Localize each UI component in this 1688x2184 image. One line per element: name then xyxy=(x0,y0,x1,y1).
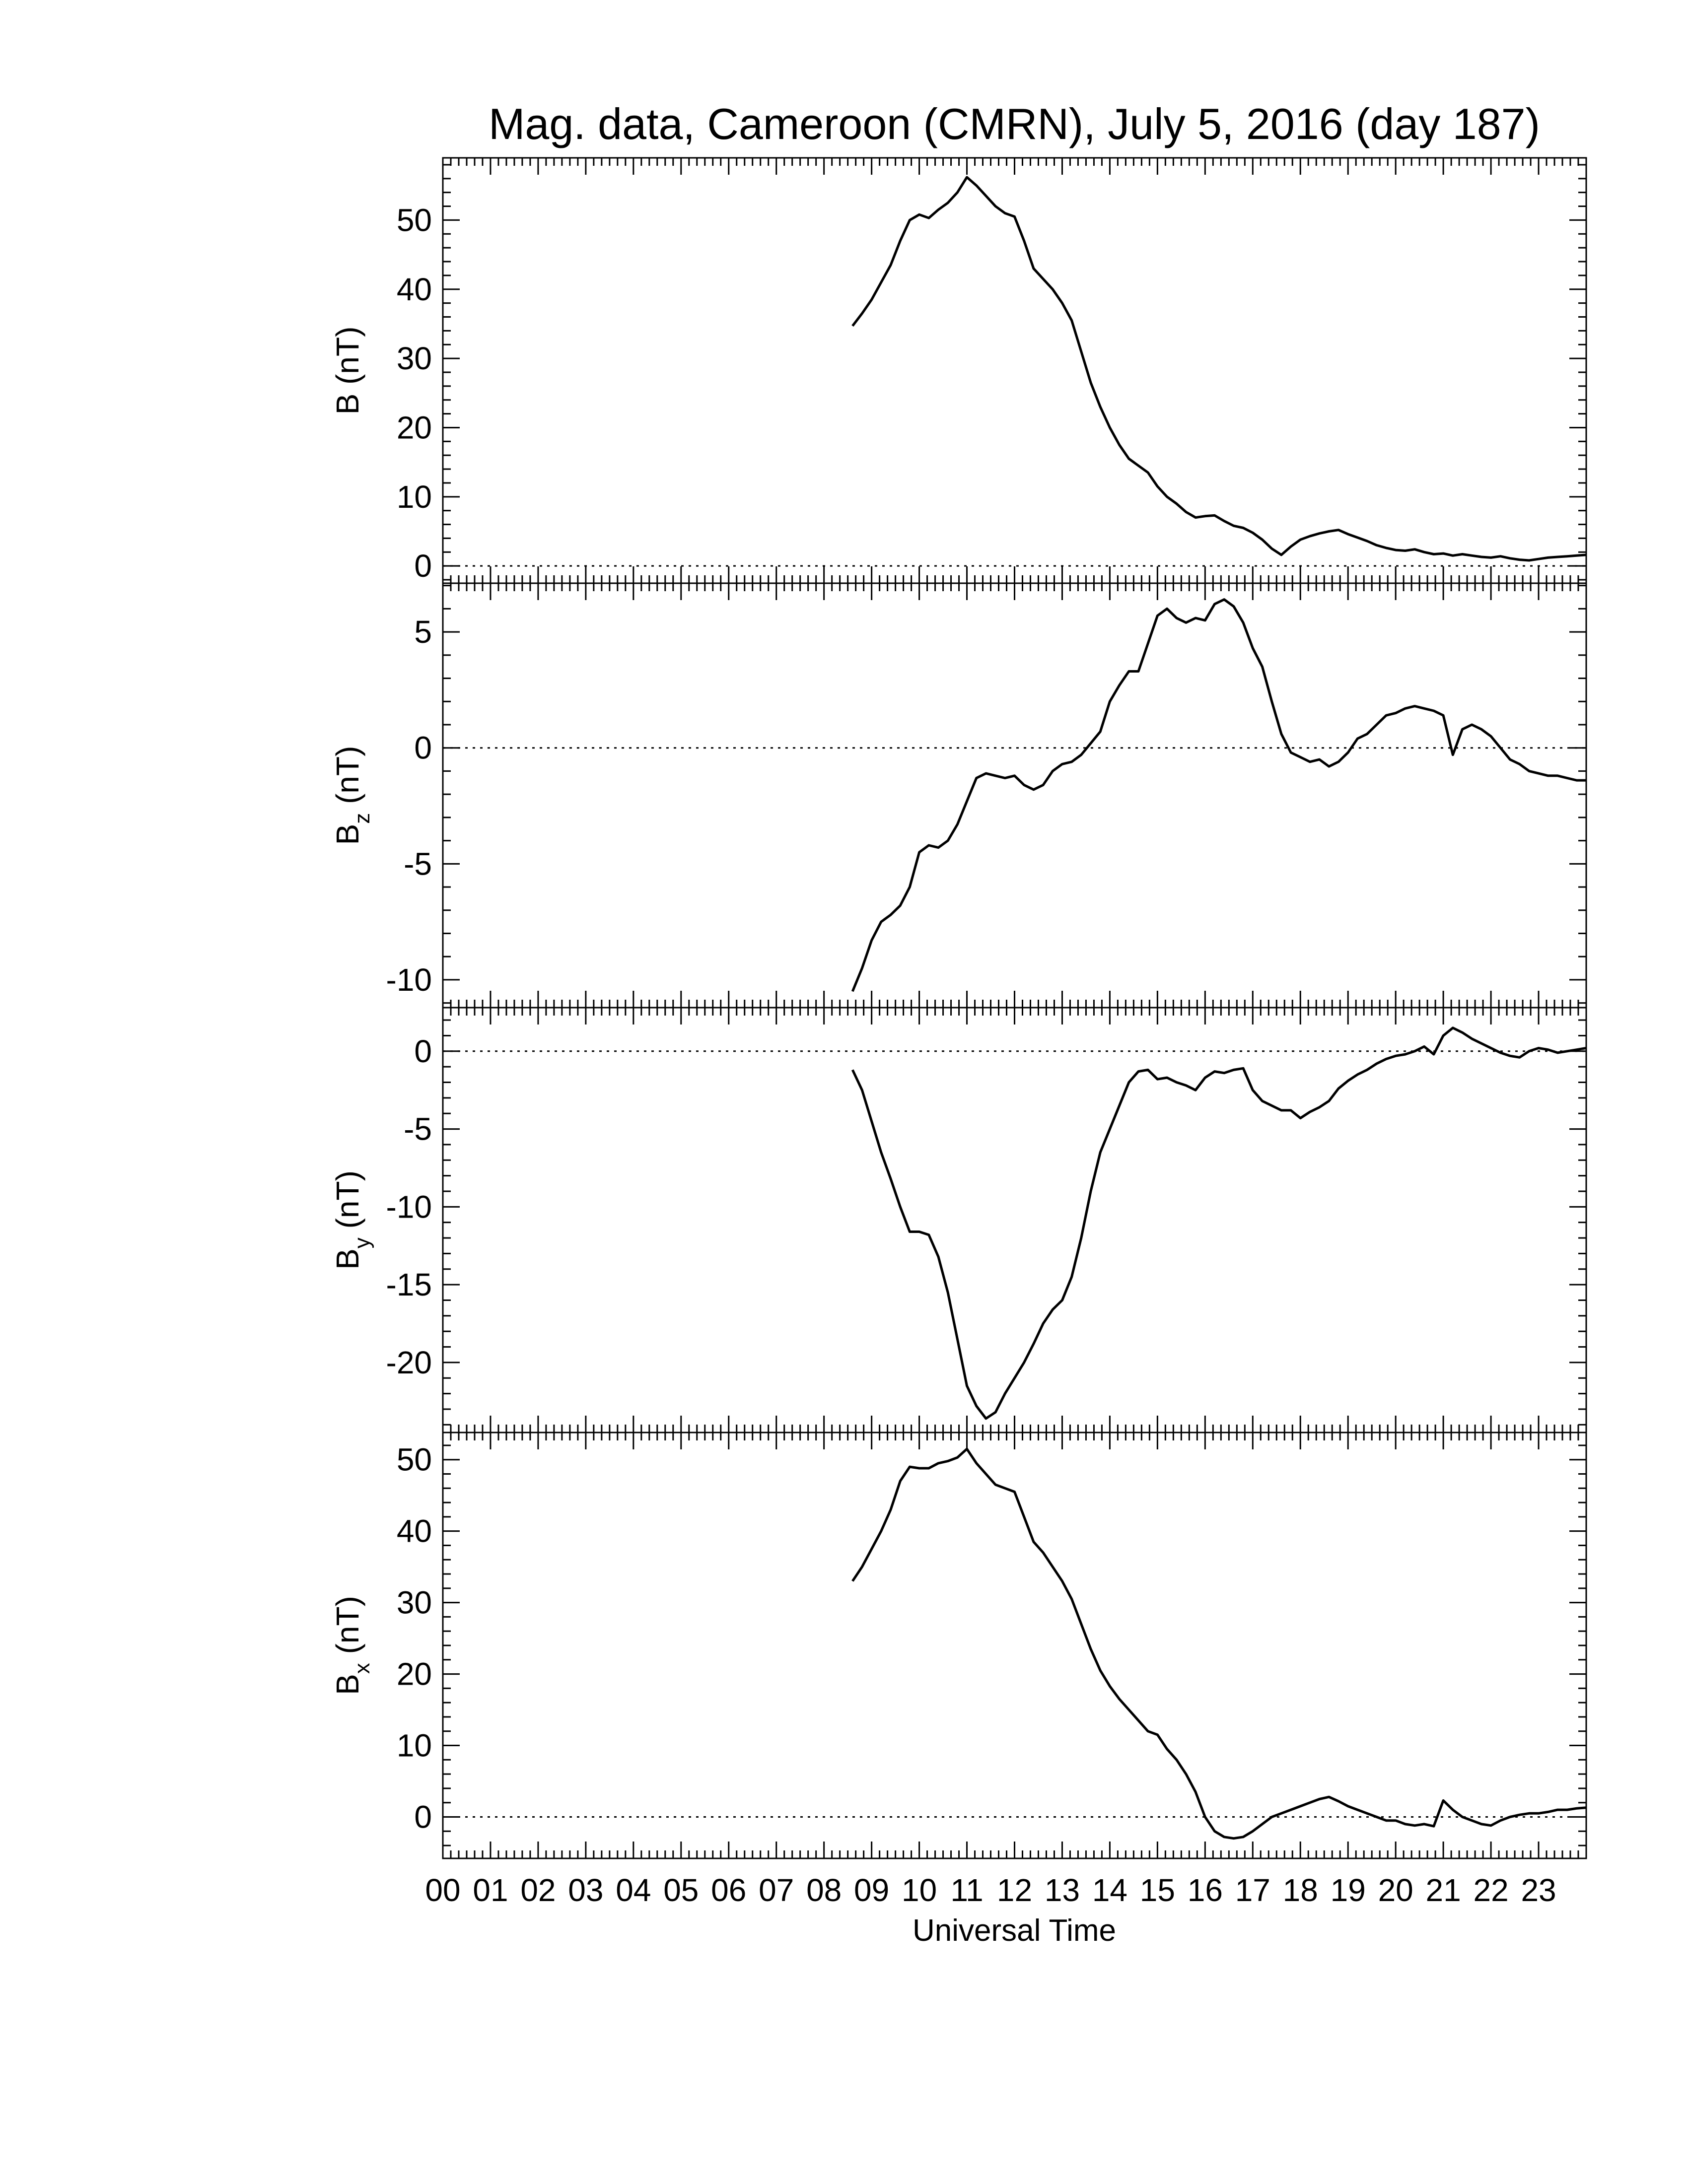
x-tick-label: 23 xyxy=(1521,1872,1556,1908)
y-tick-label: 40 xyxy=(397,1513,432,1549)
panel-3: 0 10 20 30 40 50 Bx (nT) xyxy=(330,1432,1587,1859)
x-tick-label: 04 xyxy=(616,1872,651,1908)
y-label-subscript: x xyxy=(350,1663,374,1674)
y-tick-label: 0 xyxy=(414,1033,432,1069)
series-line-0 xyxy=(851,1447,1587,1840)
x-tick-label: 11 xyxy=(950,1872,983,1908)
chart-title: Mag. data, Cameroon (CMRN), July 5, 2016… xyxy=(489,99,1540,148)
y-tick-label: 0 xyxy=(414,548,432,584)
panel-2: -20 -15 -10 -5 0 By (nT) xyxy=(330,1007,1587,1433)
y-tick-label: -20 xyxy=(386,1345,432,1380)
y-label-subscript: z xyxy=(350,813,374,824)
y-label-unit: (nT) xyxy=(330,1596,365,1663)
y-tick-label: 0 xyxy=(414,1799,432,1835)
y-tick-label: 10 xyxy=(397,479,432,515)
series-line-0 xyxy=(851,176,1587,562)
x-tick-label: 15 xyxy=(1140,1872,1175,1908)
y-tick-label: -10 xyxy=(386,962,432,998)
x-tick-label: 19 xyxy=(1331,1872,1366,1908)
x-tick-label: 16 xyxy=(1188,1872,1223,1908)
y-tick-label: -5 xyxy=(404,1111,432,1147)
x-tick-labels: 00 01 02 03 04 05 06 07 08 09 10 11 12 13 14 15 16 17 18 19… xyxy=(425,1872,1556,1908)
y-tick-label: 5 xyxy=(414,614,432,650)
x-tick-label: 07 xyxy=(759,1872,794,1908)
y-axis-label: B (nT) xyxy=(330,327,365,415)
x-tick-label: 20 xyxy=(1378,1872,1413,1908)
x-tick-label: 21 xyxy=(1426,1872,1461,1908)
y-label-symbol: B xyxy=(330,824,365,845)
y-tick-label: 20 xyxy=(397,410,432,445)
y-axis-label: By (nT) xyxy=(330,1170,374,1270)
y-label-symbol: B xyxy=(330,1674,365,1695)
panel-frame xyxy=(442,1432,1587,1859)
y-tick-label: -15 xyxy=(386,1267,432,1302)
panel-frame xyxy=(442,582,1587,1009)
y-label-subscript: y xyxy=(350,1237,374,1248)
x-tick-label: 22 xyxy=(1473,1872,1508,1908)
y-tick-label: -5 xyxy=(404,846,432,882)
y-tick-label: 30 xyxy=(397,1585,432,1621)
y-tick-label: 50 xyxy=(397,202,432,238)
series-line-0 xyxy=(851,1026,1587,1420)
y-label-unit: (nT) xyxy=(330,1170,365,1237)
y-axis-label: Bx (nT) xyxy=(330,1596,374,1695)
panel-frame xyxy=(442,157,1587,584)
x-tick-label: 03 xyxy=(568,1872,603,1908)
series-line-0 xyxy=(851,598,1586,992)
x-tick-label: 05 xyxy=(663,1872,699,1908)
x-tick-label: 01 xyxy=(473,1872,508,1908)
x-tick-label: 13 xyxy=(1045,1872,1080,1908)
y-label-unit: (nT) xyxy=(330,746,365,813)
x-tick-label: 02 xyxy=(520,1872,556,1908)
x-tick-label: 12 xyxy=(997,1872,1032,1908)
panels: 0 10 20 30 40 50 B (nT) -10 -5 0 5 Bz (nT) -20 -15 -10… xyxy=(330,157,1587,1859)
x-tick-label: 08 xyxy=(806,1872,842,1908)
x-tick-label: 00 xyxy=(425,1872,460,1908)
y-tick-label: 10 xyxy=(397,1728,432,1764)
x-tick-label: 18 xyxy=(1283,1872,1318,1908)
y-tick-label: 20 xyxy=(397,1656,432,1692)
panel-frame xyxy=(442,1007,1587,1433)
x-tick-label: 09 xyxy=(854,1872,889,1908)
x-axis-label: Universal Time xyxy=(913,1913,1116,1948)
y-label-symbol: B xyxy=(330,1248,365,1270)
y-axis-label: Bz (nT) xyxy=(330,746,374,845)
panel-0: 0 10 20 30 40 50 B (nT) xyxy=(330,157,1587,584)
y-tick-label: 0 xyxy=(414,730,432,766)
x-tick-label: 17 xyxy=(1235,1872,1270,1908)
y-tick-label: 50 xyxy=(397,1442,432,1478)
y-tick-label: 30 xyxy=(397,341,432,376)
y-tick-label: 40 xyxy=(397,272,432,307)
panel-1: -10 -5 0 5 Bz (nT) xyxy=(330,582,1587,1009)
x-tick-label: 10 xyxy=(902,1872,937,1908)
x-tick-label: 06 xyxy=(711,1872,746,1908)
y-tick-label: -10 xyxy=(386,1189,432,1225)
x-tick-label: 14 xyxy=(1092,1872,1127,1908)
